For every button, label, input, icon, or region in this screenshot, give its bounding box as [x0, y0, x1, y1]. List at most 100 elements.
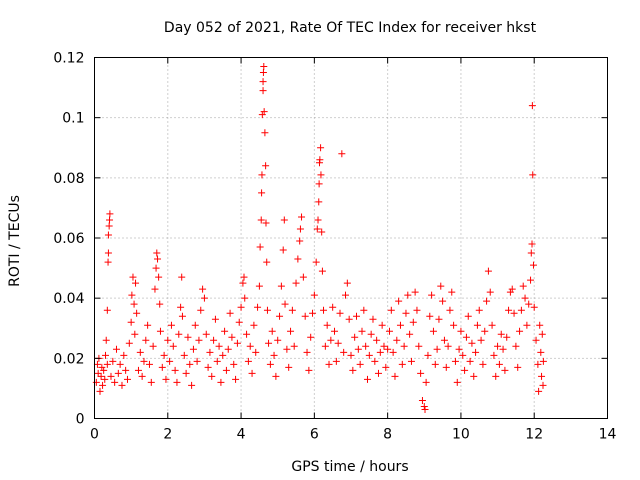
- data-point: [257, 216, 265, 224]
- data-point: [510, 309, 518, 317]
- data-point: [279, 246, 287, 254]
- data-point: [484, 267, 492, 275]
- data-point: [407, 357, 415, 365]
- data-point: [475, 306, 483, 314]
- data-point: [426, 312, 434, 320]
- data-point: [374, 369, 382, 377]
- data-point: [164, 336, 172, 344]
- data-point: [492, 372, 500, 380]
- y-tick-label: 0.08: [53, 171, 84, 187]
- x-tick-label: 10: [452, 427, 470, 443]
- data-point: [376, 348, 384, 356]
- data-point: [193, 357, 201, 365]
- data-point: [400, 342, 408, 350]
- y-tick-label: 0.02: [53, 351, 84, 367]
- data-point: [516, 327, 524, 335]
- data-point: [230, 360, 238, 368]
- data-point: [347, 351, 355, 359]
- data-point: [169, 342, 177, 350]
- data-point: [362, 342, 370, 350]
- data-point: [402, 309, 410, 317]
- data-point: [123, 375, 131, 383]
- data-point: [178, 312, 186, 320]
- data-point: [256, 243, 264, 251]
- data-point: [360, 306, 368, 314]
- data-point: [317, 171, 325, 179]
- data-point: [417, 369, 425, 377]
- data-point: [527, 249, 535, 257]
- data-point: [396, 321, 404, 329]
- data-point: [248, 369, 256, 377]
- y-tick-label: 0.04: [53, 291, 84, 307]
- data-point: [258, 171, 266, 179]
- data-point: [340, 348, 348, 356]
- data-point: [237, 303, 245, 311]
- data-point: [155, 273, 163, 281]
- data-point: [393, 336, 401, 344]
- data-point: [409, 318, 417, 326]
- data-point: [258, 189, 266, 197]
- data-point: [468, 339, 476, 347]
- data-point: [525, 300, 533, 308]
- data-point: [235, 318, 243, 326]
- data-point: [349, 366, 357, 374]
- data-point: [243, 330, 251, 338]
- data-point: [413, 306, 421, 314]
- data-point: [301, 312, 309, 320]
- data-point: [473, 321, 481, 329]
- data-point: [523, 321, 531, 329]
- data-point: [140, 357, 148, 365]
- data-point: [106, 210, 114, 218]
- data-point: [404, 291, 412, 299]
- data-point: [514, 363, 522, 371]
- data-point: [260, 108, 268, 116]
- data-point: [239, 279, 247, 287]
- ticks-layer: 0 2 4 6 8 10 12 14 0 0.02 0.04 0.06 0.08 0.1 0.12: [53, 51, 616, 443]
- data-point: [495, 360, 503, 368]
- data-point: [312, 258, 320, 266]
- data-point: [280, 216, 288, 224]
- data-point: [217, 378, 225, 386]
- data-point: [226, 309, 234, 317]
- data-point: [101, 375, 109, 383]
- data-point: [178, 273, 186, 281]
- data-point: [437, 282, 445, 290]
- data-point: [277, 282, 285, 290]
- data-point: [260, 63, 268, 71]
- data-point: [250, 321, 258, 329]
- data-point: [298, 213, 306, 221]
- data-point: [314, 216, 322, 224]
- data-point: [270, 351, 278, 359]
- data-point: [255, 282, 263, 290]
- data-point: [464, 312, 472, 320]
- data-point: [429, 327, 437, 335]
- data-point: [440, 336, 448, 344]
- data-point: [318, 267, 326, 275]
- data-point: [506, 288, 514, 296]
- data-point: [466, 357, 474, 365]
- data-point: [354, 345, 362, 353]
- data-point: [224, 345, 232, 353]
- data-point: [342, 291, 350, 299]
- data-point: [528, 102, 536, 110]
- data-point: [285, 363, 293, 371]
- data-point: [508, 285, 516, 293]
- data-point: [189, 345, 197, 353]
- data-point: [470, 372, 478, 380]
- data-point: [191, 321, 199, 329]
- data-point: [356, 360, 364, 368]
- data-point: [122, 366, 130, 374]
- data-point: [538, 372, 546, 380]
- data-point: [398, 360, 406, 368]
- data-point: [490, 351, 498, 359]
- data-point: [136, 348, 144, 356]
- data-point: [472, 348, 480, 356]
- data-point: [446, 306, 454, 314]
- data-point: [310, 291, 318, 299]
- data-point: [503, 333, 511, 341]
- data-point: [329, 303, 337, 311]
- data-point: [363, 375, 371, 383]
- data-point: [450, 321, 458, 329]
- data-point: [268, 327, 276, 335]
